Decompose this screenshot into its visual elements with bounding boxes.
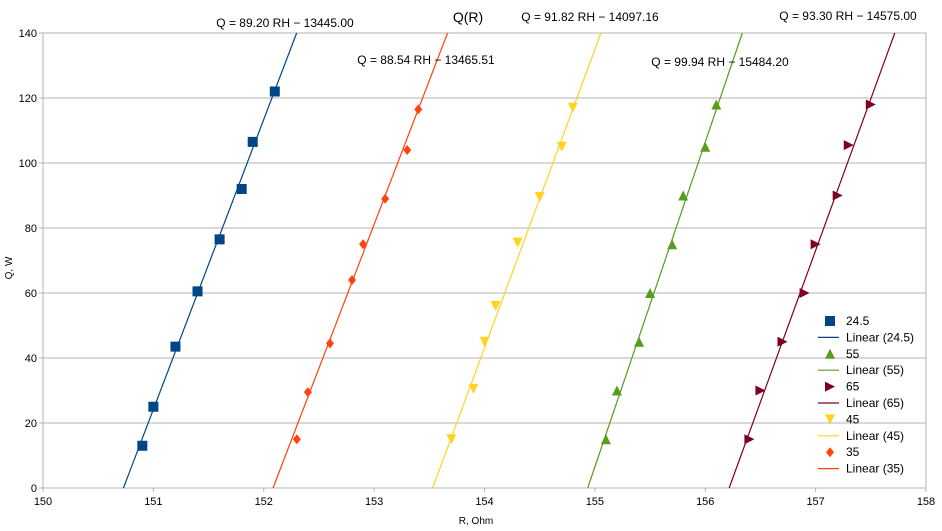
x-tick-label: 154 [475, 496, 493, 508]
x-tick-label: 153 [365, 496, 383, 508]
data-point [700, 141, 711, 152]
y-tick-label: 140 [19, 28, 37, 40]
data-point [556, 141, 567, 152]
trendline-equation: Q = 91.82 RH − 14097.16 [521, 10, 659, 24]
chart-title: Q(R) [453, 9, 483, 25]
legend-label: Linear (35) [846, 462, 904, 476]
data-point [755, 385, 766, 396]
data-point [292, 434, 301, 445]
data-point [359, 239, 368, 250]
trendline [432, 32, 602, 489]
data-point [192, 286, 203, 297]
tick-labels: 0 20 40 60 80 100 120 140 150 151 152 153 154 155 156 1… [19, 28, 936, 508]
x-tick-label: 152 [255, 496, 273, 508]
data-point [148, 401, 159, 412]
x-tick-label: 155 [586, 496, 604, 508]
trendline [728, 32, 896, 489]
data-point [269, 86, 280, 97]
data-point [247, 136, 258, 147]
data-point [567, 102, 578, 113]
axes [39, 32, 927, 492]
trendline [587, 32, 743, 489]
data-point [303, 387, 312, 398]
y-tick-label: 80 [25, 223, 37, 235]
y-tick-label: 100 [19, 158, 37, 170]
data-point [236, 184, 247, 194]
x-tick-label: 151 [144, 496, 162, 508]
data-point [810, 239, 821, 250]
trendline [272, 32, 449, 489]
legend-label: 55 [846, 347, 860, 361]
data-point [777, 336, 788, 347]
legend-label: Linear (45) [846, 429, 904, 443]
data-point [325, 338, 334, 349]
data-point [611, 385, 622, 396]
data-point [468, 383, 479, 394]
legend-label: 65 [846, 380, 860, 394]
data-point [634, 336, 645, 347]
data-point [490, 301, 501, 311]
data-point [534, 192, 545, 203]
data-points [137, 86, 876, 451]
data-point [667, 239, 678, 250]
data-point [414, 104, 423, 115]
y-axis-title: Q, W [4, 256, 15, 279]
x-tick-label: 158 [917, 496, 935, 508]
data-point [446, 434, 457, 445]
y-tick-label: 20 [25, 418, 37, 430]
data-point [832, 190, 843, 201]
legend-marker [825, 316, 835, 326]
data-point [403, 145, 412, 155]
legend: 24.5 Linear (24.5) 55 Linear (55) 65 Linear (… [818, 314, 914, 476]
y-tick-label: 40 [25, 353, 37, 365]
data-point [170, 341, 181, 352]
y-tick-label: 60 [25, 288, 37, 300]
trendline-equation: Q = 93.30 RH − 14575.00 [779, 9, 917, 23]
gridlines [43, 32, 926, 424]
legend-label: 24.5 [846, 314, 870, 328]
data-point [479, 336, 490, 347]
trendline-equation: Q = 88.54 RH − 13465.51 [357, 53, 495, 67]
legend-label: 35 [846, 445, 860, 459]
data-point [711, 99, 722, 110]
data-point [843, 140, 854, 151]
data-point [865, 99, 876, 110]
trendline-equation: Q = 99.94 RH − 15484.20 [651, 55, 789, 69]
x-tick-label: 156 [696, 496, 714, 508]
data-point [214, 234, 225, 245]
trendline-equation: Q = 89.20 RH − 13445.00 [216, 16, 354, 30]
data-point [348, 275, 357, 285]
data-point [512, 237, 523, 248]
legend-marker [826, 447, 834, 458]
data-point [381, 193, 390, 204]
trendline [122, 32, 298, 489]
x-tick-label: 150 [34, 496, 52, 508]
legend-marker [825, 381, 835, 392]
data-point [744, 434, 755, 445]
data-point [645, 288, 656, 298]
trendline-equations: Q = 89.20 RH − 13445.00 Q = 88.54 RH − 13… [216, 9, 917, 69]
y-tick-label: 120 [19, 93, 37, 105]
legend-label: Linear (65) [846, 396, 904, 410]
data-point [678, 190, 689, 201]
legend-label: Linear (55) [846, 363, 904, 377]
legend-marker [825, 414, 835, 425]
x-axis-title: R, Ohm [459, 516, 493, 527]
trendlines [122, 32, 896, 489]
x-tick-label: 157 [806, 496, 824, 508]
data-point [799, 288, 810, 298]
legend-marker [825, 348, 835, 359]
legend-label: Linear (24.5) [846, 330, 914, 344]
data-point [137, 440, 148, 451]
y-tick-label: 0 [31, 483, 37, 495]
legend-label: 45 [846, 412, 860, 426]
data-point [600, 434, 611, 445]
